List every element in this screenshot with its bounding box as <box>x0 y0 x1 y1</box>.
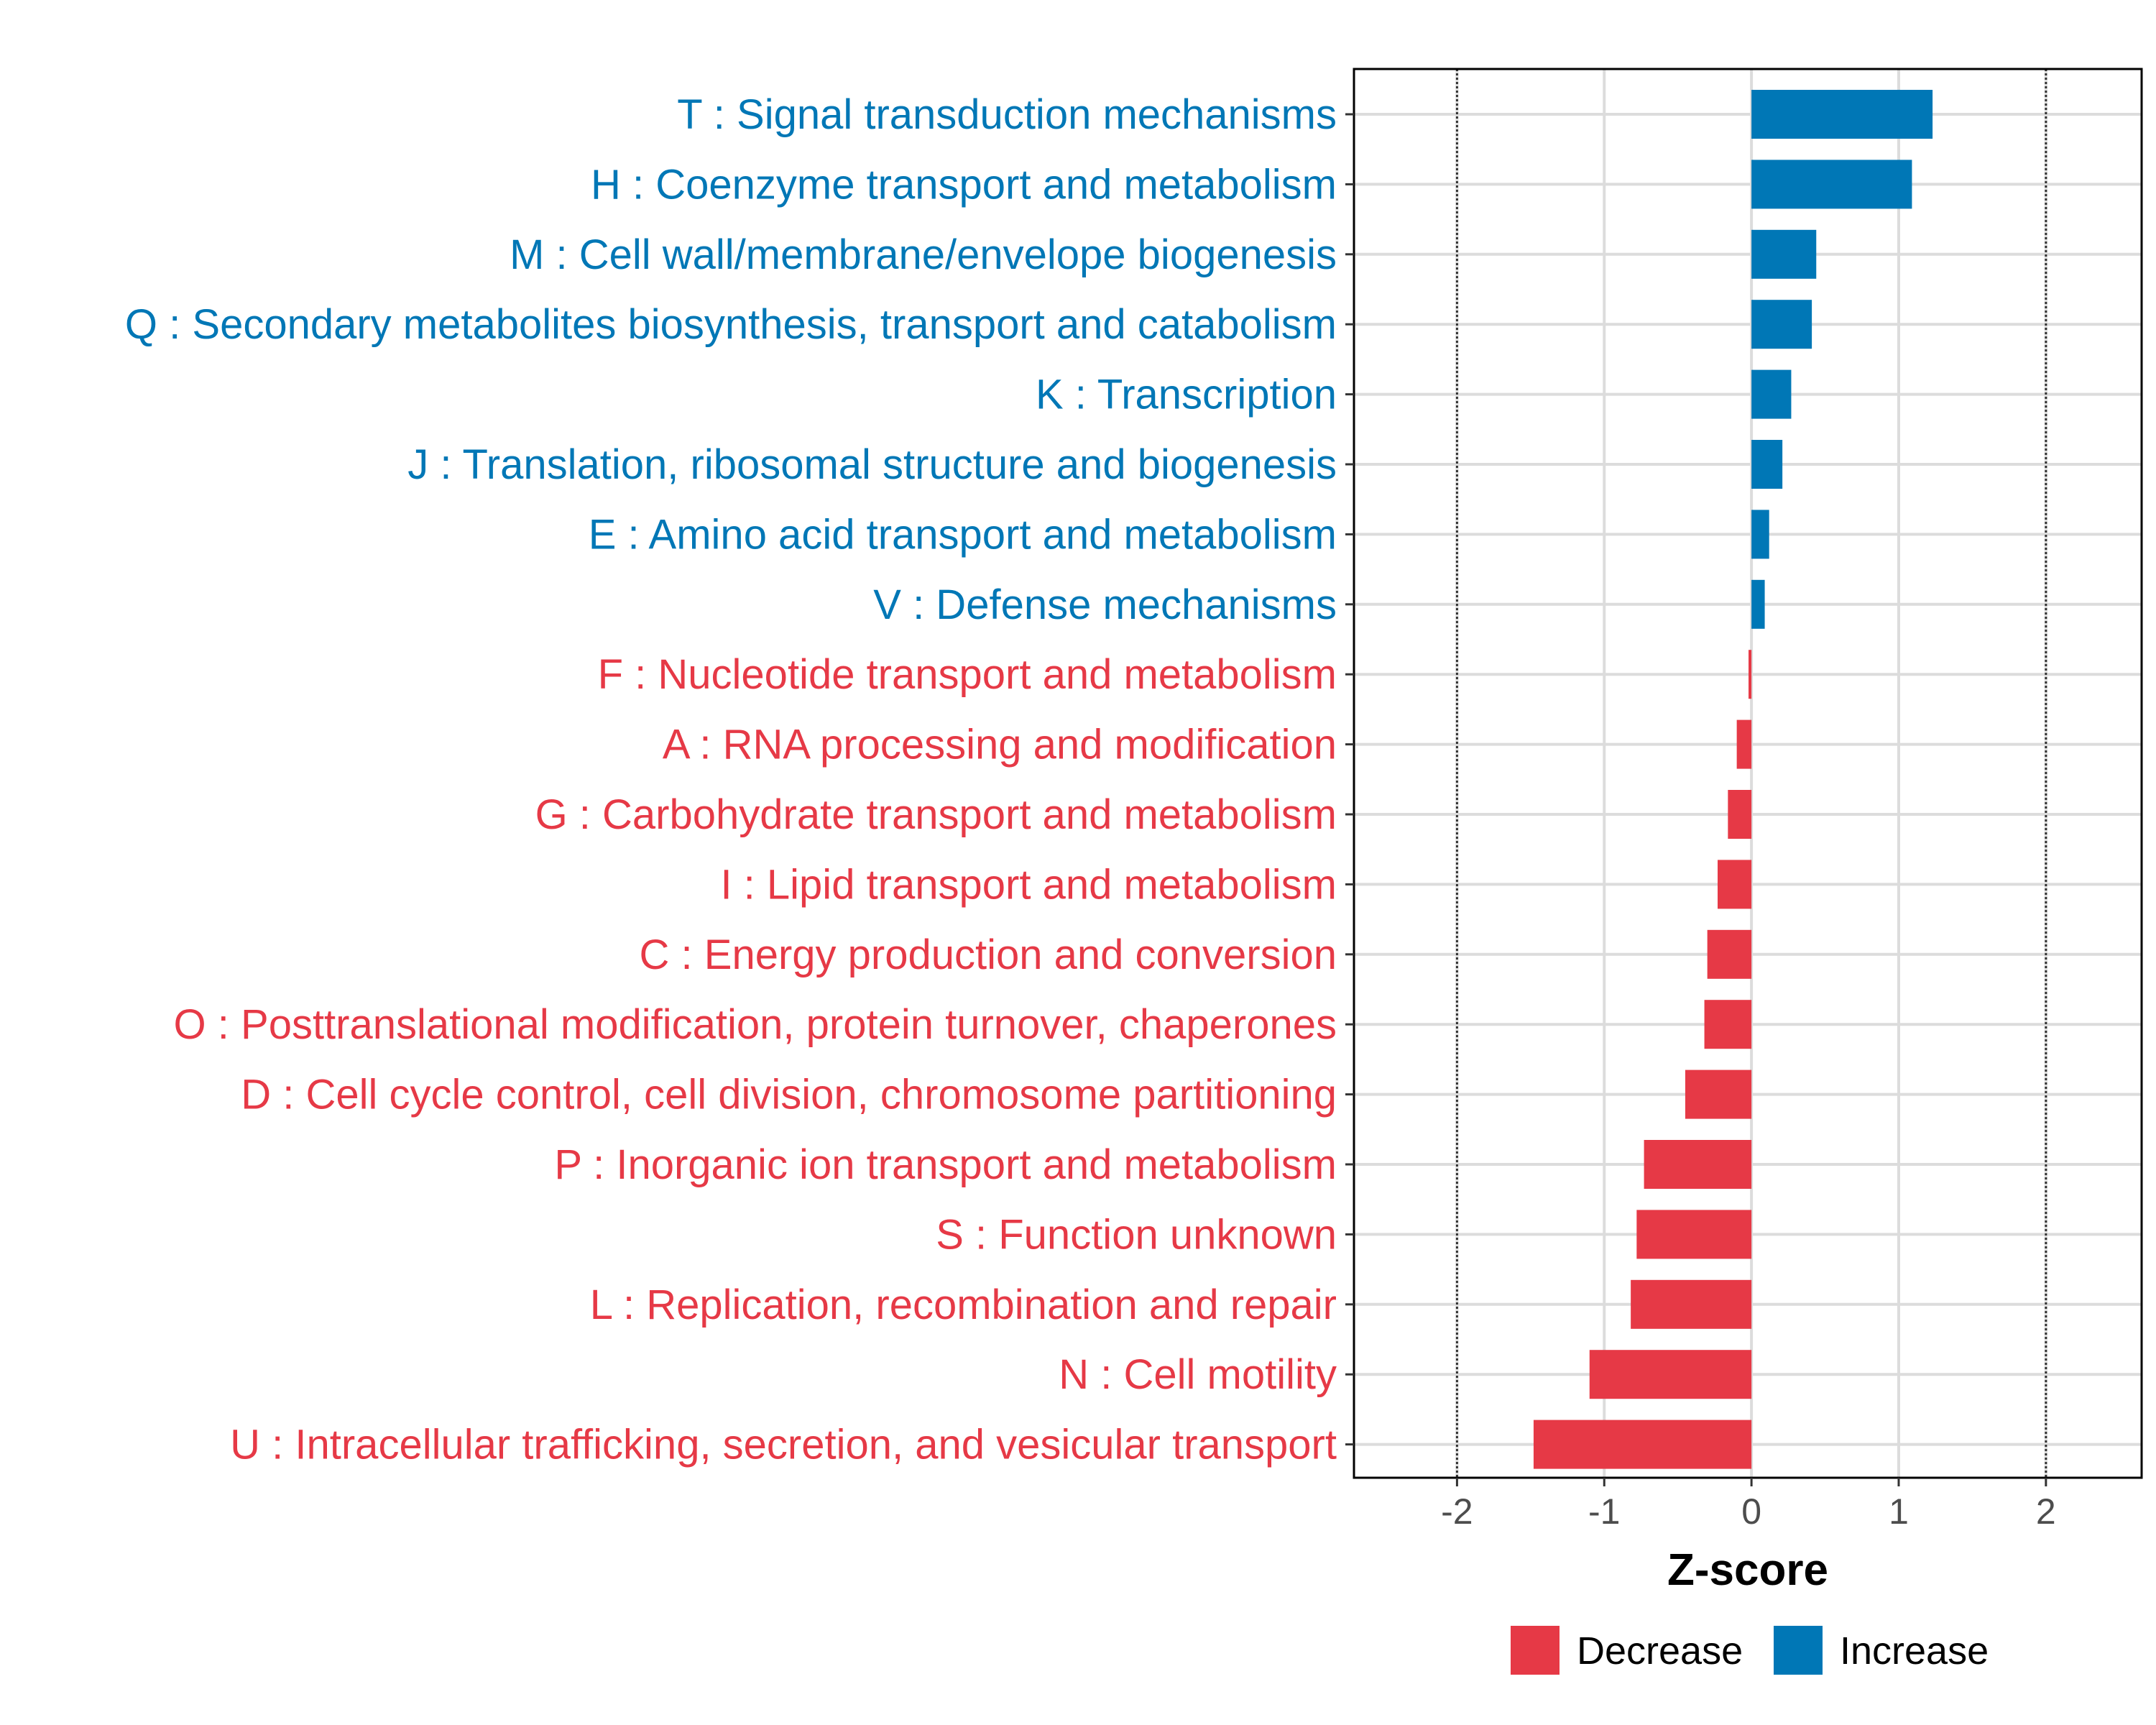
x-tick-label: 1 <box>1889 1491 1909 1532</box>
category-label: U : Intracellular trafficking, secretion… <box>230 1422 1337 1468</box>
legend-label: Decrease <box>1577 1629 1743 1673</box>
legend-swatch <box>1774 1626 1823 1675</box>
category-label: Q : Secondary metabolites biosynthesis, … <box>125 301 1337 348</box>
category-label: O : Posttranslational modification, prot… <box>174 1001 1337 1048</box>
bar <box>1644 1140 1752 1189</box>
bar <box>1707 929 1752 979</box>
panel-background <box>1354 69 2142 1478</box>
category-label: T : Signal transduction mechanisms <box>677 91 1337 138</box>
category-label: F : Nucleotide transport and metabolism <box>598 651 1337 698</box>
bar <box>1751 300 1812 349</box>
bars <box>1533 90 1933 1469</box>
bar <box>1718 860 1752 909</box>
bar <box>1728 790 1752 839</box>
y-axis: T : Signal transduction mechanisms H : Co… <box>125 91 1354 1468</box>
bar <box>1631 1279 1752 1329</box>
category-label: G : Carbohydrate transport and metabolis… <box>535 791 1337 838</box>
bar <box>1751 90 1933 139</box>
category-label: V : Defense mechanisms <box>873 581 1337 628</box>
x-axis-title: Z-score <box>1667 1545 1828 1595</box>
x-tick-label: 2 <box>2036 1491 2056 1532</box>
bar <box>1704 1000 1752 1049</box>
bar <box>1533 1420 1752 1469</box>
x-tick-label: 0 <box>1741 1491 1761 1532</box>
category-label: A : RNA processing and modification <box>663 722 1337 768</box>
category-label: M : Cell wall/membrane/envelope biogenes… <box>510 231 1337 278</box>
category-label: E : Amino acid transport and metabolism <box>589 511 1337 558</box>
bar <box>1751 369 1792 419</box>
category-label: J : Translation, ribosomal structure and… <box>407 441 1337 488</box>
category-label: I : Lipid transport and metabolism <box>720 861 1337 908</box>
bar <box>1685 1070 1752 1119</box>
legend-label: Increase <box>1840 1629 1989 1673</box>
reference-lines <box>1455 69 2047 1478</box>
legend-swatch <box>1511 1626 1560 1675</box>
x-axis: -2 -1 0 1 2 <box>1441 1478 2056 1532</box>
bar <box>1751 440 1783 489</box>
bar <box>1736 719 1752 769</box>
bar <box>1749 650 1752 699</box>
bar <box>1751 510 1769 559</box>
category-label: C : Energy production and conversion <box>640 932 1337 978</box>
category-label: P : Inorganic ion transport and metaboli… <box>554 1141 1337 1188</box>
category-label: L : Replication, recombination and repai… <box>590 1282 1337 1328</box>
bar <box>1751 579 1765 629</box>
x-tick-label: -2 <box>1441 1491 1473 1532</box>
bar <box>1751 229 1817 279</box>
bar <box>1751 160 1912 209</box>
x-tick-label: -1 <box>1588 1491 1620 1532</box>
category-label: S : Function unknown <box>936 1211 1337 1258</box>
category-label: H : Coenzyme transport and metabolism <box>591 161 1337 208</box>
category-label: D : Cell cycle control, cell division, c… <box>241 1072 1337 1118</box>
legend: Decrease Increase <box>1511 1626 1989 1675</box>
panel-border <box>1353 68 2143 1479</box>
category-label: N : Cell motility <box>1059 1351 1337 1398</box>
category-label: K : Transcription <box>1036 372 1337 418</box>
bar <box>1589 1350 1752 1399</box>
bar <box>1636 1210 1752 1259</box>
